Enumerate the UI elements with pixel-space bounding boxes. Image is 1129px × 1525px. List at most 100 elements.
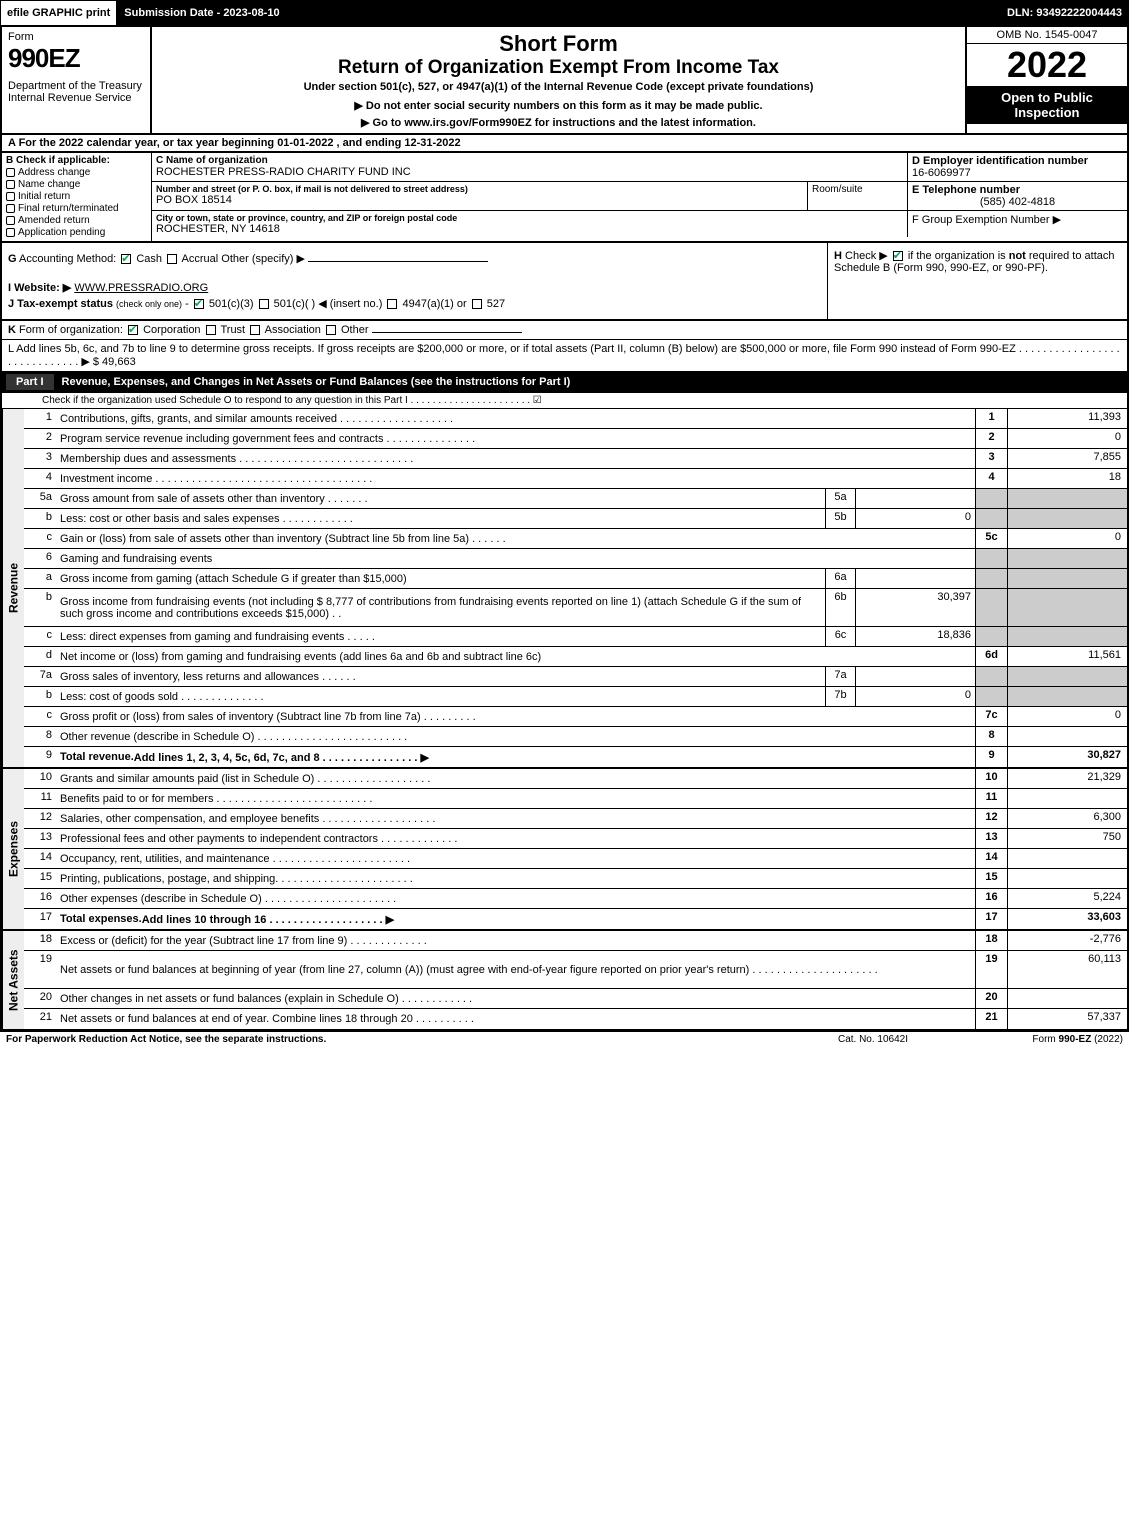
result-line-value xyxy=(1007,869,1127,888)
line-number: c xyxy=(24,529,56,548)
chk-name-change[interactable]: Name change xyxy=(6,179,147,190)
line-number: 19 xyxy=(24,951,56,988)
footer-paperwork: For Paperwork Reduction Act Notice, see … xyxy=(6,1034,773,1045)
chk-schedule-b[interactable] xyxy=(893,251,903,261)
part-1-check: Check if the organization used Schedule … xyxy=(0,393,1129,409)
result-line-number: 8 xyxy=(975,727,1007,746)
form-title: Return of Organization Exempt From Incom… xyxy=(160,57,957,79)
net-assets-side-label: Net Assets xyxy=(2,931,24,1029)
line-number: 21 xyxy=(24,1009,56,1029)
line-number: 6 xyxy=(24,549,56,568)
address-cell: Number and street (or P. O. box, if mail… xyxy=(152,182,807,210)
chk-final-return[interactable]: Final return/terminated xyxy=(6,203,147,214)
section-cde-column: C Name of organization ROCHESTER PRESS-R… xyxy=(152,153,1127,241)
line-number: b xyxy=(24,687,56,706)
group-exemption-cell: F Group Exemption Number ▶ xyxy=(907,211,1127,237)
result-line-number xyxy=(975,687,1007,706)
sub-line-value: 0 xyxy=(855,687,975,706)
tax-exempt-status: J Tax-exempt status (check only one) - 5… xyxy=(8,297,821,310)
phone-cell: E Telephone number (585) 402-4818 xyxy=(907,182,1127,210)
chk-trust[interactable] xyxy=(206,325,216,335)
chk-label: Final return/terminated xyxy=(18,203,119,214)
result-line-value xyxy=(1007,789,1127,808)
line-number: 3 xyxy=(24,449,56,468)
footer-form-ref: Form 990-EZ (2022) xyxy=(973,1034,1123,1045)
revenue-side-label: Revenue xyxy=(2,409,24,767)
result-line-number: 6d xyxy=(975,647,1007,666)
line-number: 14 xyxy=(24,849,56,868)
top-bar: efile GRAPHIC print Submission Date - 20… xyxy=(0,0,1129,26)
line-description: Net income or (loss) from gaming and fun… xyxy=(56,647,975,666)
expenses-side-label: Expenses xyxy=(2,769,24,929)
result-line-value: 11,561 xyxy=(1007,647,1127,666)
line-number: b xyxy=(24,589,56,626)
result-line-value: 21,329 xyxy=(1007,769,1127,788)
chk-initial-return[interactable]: Initial return xyxy=(6,191,147,202)
chk-527[interactable] xyxy=(472,299,482,309)
chk-501c3[interactable] xyxy=(194,299,204,309)
line-description: Benefits paid to or for members . . . . … xyxy=(56,789,975,808)
org-name-label: C Name of organization xyxy=(156,155,903,166)
form-of-organization: K Form of organization: Corporation Trus… xyxy=(2,321,1127,340)
line-description: Investment income . . . . . . . . . . . … xyxy=(56,469,975,488)
chk-application-pending[interactable]: Application pending xyxy=(6,227,147,238)
sub-line-number: 7b xyxy=(825,687,855,706)
chk-4947[interactable] xyxy=(387,299,397,309)
sub-line-value: 30,397 xyxy=(855,589,975,626)
result-line-value: 6,300 xyxy=(1007,809,1127,828)
line-number: 4 xyxy=(24,469,56,488)
line-description: Other expenses (describe in Schedule O) … xyxy=(56,889,975,908)
dln-number: DLN: 93492222004443 xyxy=(1000,0,1129,26)
line-description: Net assets or fund balances at beginning… xyxy=(56,951,975,988)
ein-label: D Employer identification number xyxy=(912,155,1123,167)
chk-corporation[interactable] xyxy=(128,325,138,335)
section-b-header: B Check if applicable: xyxy=(6,155,147,166)
line-description: Total revenue. Add lines 1, 2, 3, 4, 5c,… xyxy=(56,747,975,767)
line-number: 2 xyxy=(24,429,56,448)
result-line-number: 1 xyxy=(975,409,1007,428)
part-1-header: Part I Revenue, Expenses, and Changes in… xyxy=(0,371,1129,393)
result-line-number: 19 xyxy=(975,951,1007,988)
result-line-number: 11 xyxy=(975,789,1007,808)
result-line-number: 10 xyxy=(975,769,1007,788)
chk-accrual[interactable] xyxy=(167,254,177,264)
room-suite-cell: Room/suite xyxy=(807,182,907,210)
chk-501c[interactable] xyxy=(259,299,269,309)
line-number: a xyxy=(24,569,56,588)
line-number: b xyxy=(24,509,56,528)
sub-line-number: 6b xyxy=(825,589,855,626)
result-line-number: 12 xyxy=(975,809,1007,828)
line-description: Gain or (loss) from sale of assets other… xyxy=(56,529,975,548)
chk-amended-return[interactable]: Amended return xyxy=(6,215,147,226)
line-description: Excess or (deficit) for the year (Subtra… xyxy=(56,931,975,950)
sub-line-number: 5a xyxy=(825,489,855,508)
line-description: Less: cost or other basis and sales expe… xyxy=(56,509,825,528)
line-number: 20 xyxy=(24,989,56,1008)
line-number: 15 xyxy=(24,869,56,888)
sub-line-number: 6c xyxy=(825,627,855,646)
result-line-value xyxy=(1007,569,1127,588)
line-description: Salaries, other compensation, and employ… xyxy=(56,809,975,828)
part-1-label: Part I xyxy=(6,374,54,390)
result-line-number: 7c xyxy=(975,707,1007,726)
line-description: Other revenue (describe in Schedule O) .… xyxy=(56,727,975,746)
subtitle-ssn-warning: ▶ Do not enter social security numbers o… xyxy=(160,99,957,112)
line-description: Less: direct expenses from gaming and fu… xyxy=(56,627,825,646)
result-line-number: 13 xyxy=(975,829,1007,848)
table-row: 14Occupancy, rent, utilities, and mainte… xyxy=(24,849,1127,869)
table-row: 4Investment income . . . . . . . . . . .… xyxy=(24,469,1127,489)
chk-address-change[interactable]: Address change xyxy=(6,167,147,178)
website-url[interactable]: WWW.PRESSRADIO.ORG xyxy=(74,282,208,294)
line-description: Total expenses. Add lines 10 through 16 … xyxy=(56,909,975,929)
ghij-left: G Accounting Method: Cash Accrual Other … xyxy=(2,243,827,319)
section-l-text: L Add lines 5b, 6c, and 7b to line 9 to … xyxy=(8,343,1120,368)
result-line-value xyxy=(1007,549,1127,568)
chk-other-org[interactable] xyxy=(326,325,336,335)
chk-association[interactable] xyxy=(250,325,260,335)
subtitle-instructions-link[interactable]: ▶ Go to www.irs.gov/Form990EZ for instru… xyxy=(160,116,957,129)
sub-line-number: 6a xyxy=(825,569,855,588)
page-footer: For Paperwork Reduction Act Notice, see … xyxy=(0,1031,1129,1047)
efile-label: efile GRAPHIC print xyxy=(0,0,117,26)
table-row: bLess: cost of goods sold . . . . . . . … xyxy=(24,687,1127,707)
chk-cash[interactable] xyxy=(121,254,131,264)
